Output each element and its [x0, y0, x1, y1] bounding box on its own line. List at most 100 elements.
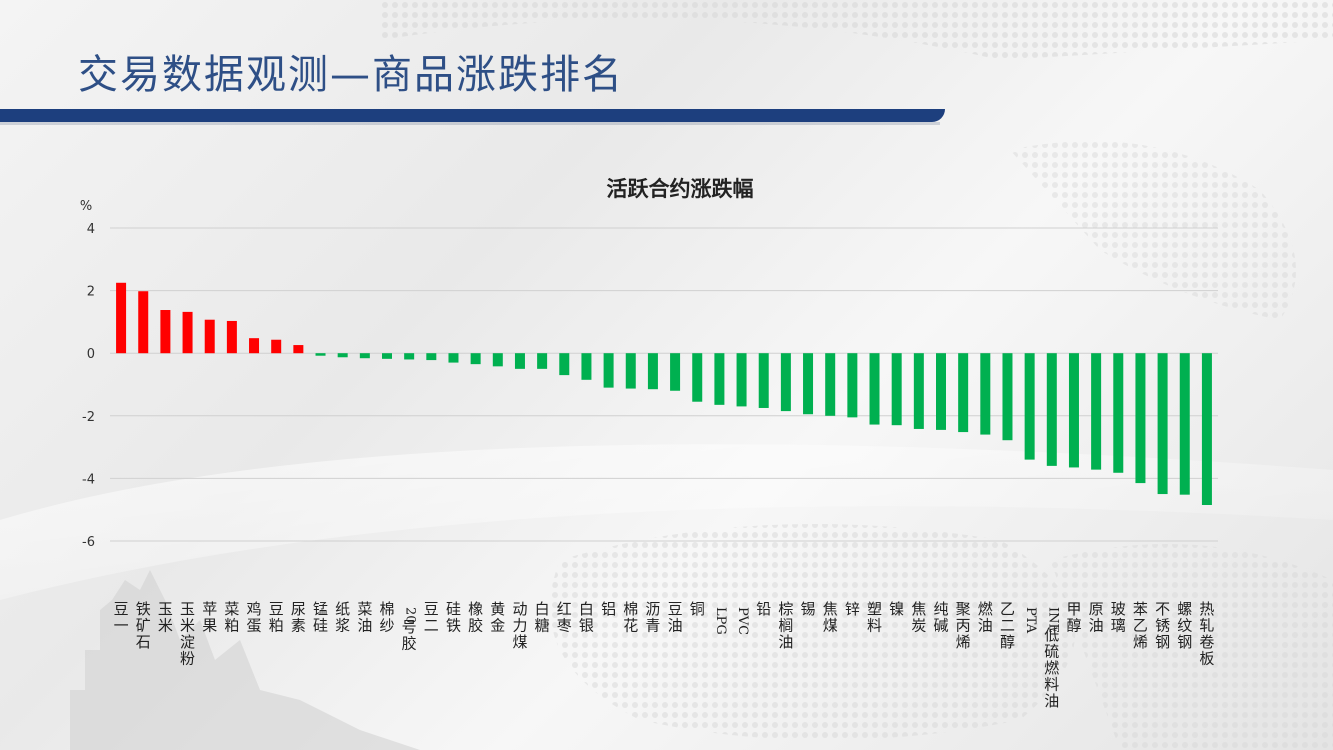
x-tick-label: 玉米	[158, 600, 173, 635]
svg-text:煤: 煤	[823, 617, 838, 635]
svg-text:原: 原	[1089, 600, 1104, 618]
svg-text:白: 白	[535, 600, 550, 618]
x-tick-label: 菜油	[357, 600, 372, 635]
y-tick-label: 2	[87, 285, 95, 300]
svg-text:纸: 纸	[335, 600, 350, 618]
y-axis-unit: %	[80, 199, 92, 214]
bar	[470, 353, 481, 365]
svg-text:青: 青	[645, 617, 660, 635]
x-tick-label: 白银	[579, 600, 594, 635]
svg-text:铜: 铜	[690, 600, 705, 618]
svg-text:烯: 烯	[1133, 633, 1148, 651]
svg-text:醇: 醇	[1000, 633, 1015, 651]
svg-text:乙: 乙	[1133, 617, 1148, 635]
svg-text:素: 素	[291, 617, 306, 635]
svg-text:纹: 纹	[1177, 617, 1192, 635]
x-tick-label: 原油	[1089, 600, 1104, 635]
svg-text:聚: 聚	[956, 600, 971, 618]
svg-text:豆: 豆	[114, 600, 129, 618]
svg-text:力: 力	[512, 617, 527, 635]
bar	[204, 319, 215, 354]
svg-text:二: 二	[424, 617, 439, 635]
bar	[625, 353, 636, 389]
svg-text:LPG: LPG	[713, 607, 728, 635]
svg-text:硫: 硫	[1044, 643, 1059, 661]
svg-text:棉: 棉	[623, 600, 638, 618]
svg-text:料: 料	[867, 617, 882, 635]
bar	[780, 353, 791, 412]
x-tick-label: 橡胶	[468, 600, 483, 635]
chart-title: 活跃合约涨跌幅	[607, 177, 754, 201]
svg-text:PVC: PVC	[735, 607, 750, 635]
svg-text:20: 20	[403, 607, 418, 624]
bar	[847, 353, 858, 418]
svg-text:镍: 镍	[889, 600, 904, 618]
svg-text:尿: 尿	[291, 600, 306, 618]
bar	[891, 353, 902, 426]
svg-text:蛋: 蛋	[247, 617, 262, 635]
svg-text:烯: 烯	[956, 633, 971, 651]
x-tick-label: 沥青	[645, 600, 660, 635]
svg-text:不: 不	[1155, 600, 1170, 618]
bar	[647, 353, 658, 390]
x-tick-label: 锡	[801, 600, 816, 618]
svg-text:橡: 橡	[468, 600, 483, 618]
bar	[692, 353, 703, 402]
x-tick-label: 菜粕	[224, 600, 239, 635]
svg-text:铝: 铝	[601, 600, 616, 618]
x-tick-label: 苯乙烯	[1133, 600, 1148, 651]
y-axis-ticks: 4 2 0 -2 -4 -6	[82, 222, 95, 550]
svg-text:枣: 枣	[557, 617, 572, 635]
svg-text:卷: 卷	[1199, 633, 1214, 651]
bar	[559, 353, 570, 376]
svg-text:INE: INE	[1045, 607, 1060, 633]
svg-text:乙: 乙	[1000, 600, 1015, 618]
svg-text:粉: 粉	[180, 650, 195, 668]
svg-text:纱: 纱	[379, 617, 394, 635]
x-axis-labels: 豆一铁矿石玉米玉米淀粉苹果菜粕鸡蛋豆粕尿素锰硅纸浆菜油棉纱20号胶豆二硅铁橡胶黄…	[114, 600, 1215, 710]
bar	[913, 353, 924, 429]
bar	[980, 353, 991, 435]
svg-text:煤: 煤	[512, 633, 527, 651]
x-tick-label: 棉纱	[379, 600, 394, 635]
x-tick-label: 硅铁	[446, 600, 461, 635]
svg-text:花: 花	[623, 617, 638, 635]
x-tick-label: 塑料	[867, 600, 882, 635]
svg-text:豆: 豆	[269, 600, 284, 618]
x-tick-label: 豆二	[424, 600, 439, 635]
x-tick-label: 豆油	[668, 600, 683, 635]
svg-text:粕: 粕	[269, 617, 284, 635]
svg-text:果: 果	[202, 617, 217, 635]
bar	[1068, 353, 1079, 468]
svg-text:钢: 钢	[1155, 633, 1170, 651]
svg-text:锡: 锡	[801, 600, 816, 618]
x-tick-label: 豆一	[114, 600, 129, 635]
x-tick-label: 甲醇	[1066, 600, 1081, 635]
bar	[537, 353, 548, 369]
x-tick-label: 螺纹钢	[1177, 600, 1192, 651]
x-tick-label: 铝	[601, 600, 616, 618]
x-tick-label: 黄金	[490, 600, 505, 635]
svg-text:醇: 醇	[1066, 617, 1081, 635]
y-tick-label: -4	[82, 472, 95, 487]
bar	[1046, 353, 1057, 466]
bar	[1002, 353, 1013, 441]
bar	[736, 353, 747, 407]
x-tick-label: 棕榈油	[778, 600, 793, 651]
svg-text:白: 白	[579, 600, 594, 618]
svg-text:铅: 铅	[756, 600, 771, 618]
bar	[869, 353, 880, 425]
x-tick-label: 镍	[889, 600, 904, 618]
svg-text:螺: 螺	[1177, 600, 1192, 618]
svg-text:玉: 玉	[180, 600, 195, 618]
svg-text:银: 银	[579, 617, 594, 635]
svg-text:PTA: PTA	[1023, 607, 1038, 634]
svg-text:油: 油	[668, 617, 683, 635]
svg-text:淀: 淀	[180, 633, 195, 651]
svg-text:胶: 胶	[468, 617, 483, 635]
x-tick-label: 铅	[756, 600, 771, 618]
svg-text:菜: 菜	[357, 600, 372, 618]
bar	[758, 353, 769, 408]
